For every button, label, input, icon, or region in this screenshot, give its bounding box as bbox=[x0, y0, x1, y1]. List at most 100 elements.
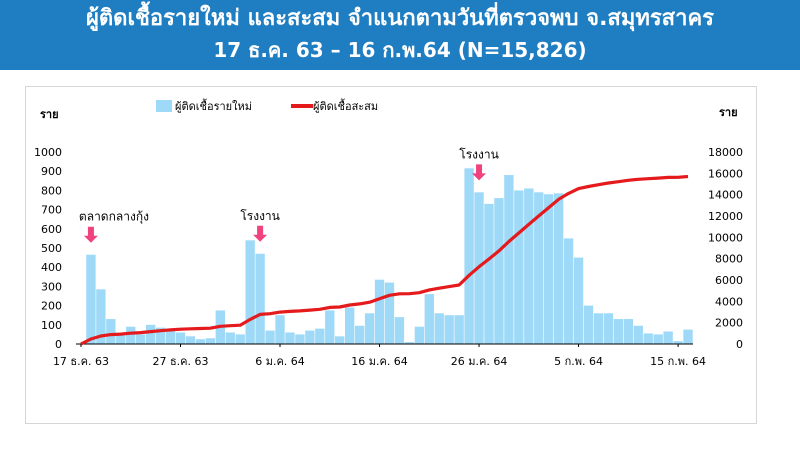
bar bbox=[126, 326, 136, 344]
x-tick-label: 16 ม.ค. 64 bbox=[351, 355, 408, 368]
chart-title-line1: ผู้ติดเชื้อรายใหม่ และสะสม จำแนกตามวันที… bbox=[85, 6, 714, 31]
bar bbox=[573, 257, 584, 344]
bar bbox=[384, 282, 395, 344]
chart-title-line2: 17 ธ.ค. 63 – 16 ก.พ.64 (N=15,826) bbox=[213, 38, 587, 62]
y-tick-left: 700 bbox=[41, 204, 62, 217]
bar bbox=[553, 193, 564, 344]
y-tick-left: 300 bbox=[41, 280, 62, 293]
y-tick-right: 8000 bbox=[715, 253, 743, 266]
bar bbox=[534, 192, 544, 344]
bar bbox=[544, 194, 554, 344]
y-tick-right: 6000 bbox=[715, 274, 743, 287]
y-tick-right: 14000 bbox=[708, 189, 743, 202]
y-tick-right: 0 bbox=[736, 338, 743, 351]
bar bbox=[235, 334, 245, 344]
x-tick-label: 15 ก.พ. 64 bbox=[650, 355, 706, 368]
bar bbox=[315, 328, 325, 344]
y-tick-right: 16000 bbox=[708, 167, 743, 180]
annotation-arrow-icon bbox=[472, 164, 487, 181]
cumulative-line bbox=[80, 174, 689, 346]
bar bbox=[354, 325, 365, 344]
y-tick-left: 0 bbox=[55, 338, 62, 351]
y-tick-left: 100 bbox=[41, 319, 62, 332]
bar bbox=[155, 327, 166, 344]
bar bbox=[613, 319, 624, 344]
y-tick-left: 800 bbox=[41, 184, 62, 197]
y-tick-left: 200 bbox=[41, 300, 62, 313]
x-tick-label: 6 ม.ค. 64 bbox=[255, 355, 305, 368]
bar bbox=[225, 332, 235, 344]
bar bbox=[374, 279, 385, 344]
x-tick-label: 5 ก.พ. 64 bbox=[554, 355, 603, 368]
y-tick-right: 12000 bbox=[708, 210, 743, 223]
bar bbox=[404, 342, 415, 344]
bar bbox=[165, 329, 176, 344]
y-tick-left: 400 bbox=[41, 261, 62, 274]
bar bbox=[603, 313, 614, 344]
y-axis-right-unit: ราย bbox=[719, 106, 738, 119]
bar bbox=[245, 240, 255, 344]
bar bbox=[185, 336, 196, 344]
bar bbox=[275, 315, 285, 344]
bar bbox=[514, 190, 524, 344]
bar bbox=[344, 307, 355, 344]
bar bbox=[295, 334, 305, 344]
bar bbox=[325, 310, 335, 344]
bar bbox=[305, 330, 315, 344]
bar bbox=[96, 289, 106, 344]
annotation-arrow-icon bbox=[83, 226, 98, 243]
legend-label-bar: ผู้ติดเชื้อรายใหม่ bbox=[175, 98, 252, 113]
bar bbox=[265, 330, 275, 344]
bar bbox=[394, 317, 405, 344]
annotation-label: โรงงาน bbox=[240, 209, 280, 223]
bar bbox=[86, 254, 96, 344]
y-tick-left: 500 bbox=[41, 242, 62, 255]
bar bbox=[424, 294, 434, 344]
bar bbox=[524, 188, 534, 344]
legend-label-line: ผู้ติดเชื้อสะสม bbox=[313, 98, 378, 113]
bar bbox=[504, 175, 514, 344]
y-tick-right: 2000 bbox=[715, 317, 743, 330]
bar bbox=[663, 331, 673, 344]
bar bbox=[255, 253, 265, 344]
y-tick-right: 10000 bbox=[708, 231, 743, 244]
bar bbox=[653, 334, 663, 344]
bar bbox=[195, 339, 206, 344]
x-tick-label: 27 ธ.ค. 63 bbox=[152, 355, 208, 368]
bar bbox=[683, 329, 693, 344]
y-axis-left-unit: ราย bbox=[40, 108, 59, 121]
bar bbox=[285, 332, 295, 344]
bar bbox=[494, 198, 504, 344]
bar bbox=[583, 305, 594, 344]
bar bbox=[364, 313, 375, 344]
bar bbox=[414, 326, 425, 344]
y-tick-left: 900 bbox=[41, 165, 62, 178]
bar bbox=[145, 324, 156, 344]
bar bbox=[464, 168, 474, 344]
bar bbox=[623, 319, 633, 344]
bar bbox=[563, 238, 574, 344]
bar bbox=[335, 336, 345, 344]
bar bbox=[106, 319, 116, 344]
y-tick-right: 18000 bbox=[708, 146, 743, 159]
bar bbox=[205, 338, 216, 344]
y-tick-left: 600 bbox=[41, 223, 62, 236]
x-tick-label: 17 ธ.ค. 63 bbox=[53, 355, 109, 368]
legend-swatch-bar bbox=[156, 100, 172, 112]
y-tick-left: 1000 bbox=[34, 146, 62, 159]
bar bbox=[633, 325, 643, 344]
bar bbox=[444, 315, 454, 344]
title-bar: ผู้ติดเชื้อรายใหม่ และสะสม จำแนกตามวันที… bbox=[0, 0, 800, 70]
bar bbox=[673, 341, 683, 344]
bar bbox=[175, 332, 186, 344]
annotation-label: โรงงาน bbox=[459, 147, 499, 161]
bar bbox=[593, 313, 604, 344]
annotation-arrow-icon bbox=[253, 225, 268, 242]
chart-frame: ราย ราย 0 100 200 300 400 500 600 700 800 900 1000 0 2… bbox=[25, 86, 757, 424]
bar bbox=[434, 313, 444, 344]
x-tick-label: 26 ม.ค. 64 bbox=[451, 355, 508, 368]
y-tick-right: 4000 bbox=[715, 295, 743, 308]
bar bbox=[136, 334, 146, 344]
annotation-label: ตลาดกลางกุ้ง bbox=[79, 210, 149, 225]
bar bbox=[116, 335, 126, 344]
